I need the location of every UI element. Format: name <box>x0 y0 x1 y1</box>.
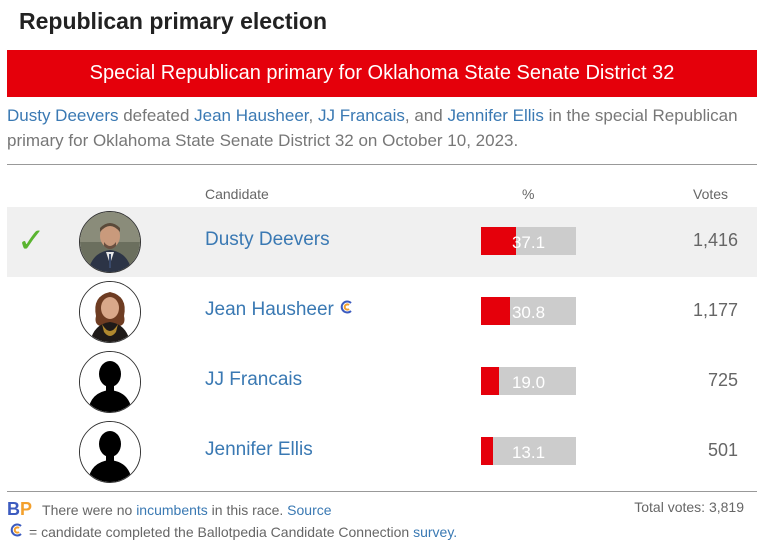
incumbent-note-post: in this race. <box>211 501 284 518</box>
incumbent-note: BP There were no incumbents in this race… <box>7 499 332 520</box>
column-header-candidate: Candidate <box>205 186 269 202</box>
summary-verb: defeated <box>123 106 190 125</box>
loser-link-1[interactable]: Jean Hausheer <box>194 106 309 125</box>
loser-link-3[interactable]: Jennifer Ellis <box>447 106 544 125</box>
silhouette-placeholder <box>80 422 140 482</box>
checkmark-icon: ✓ <box>17 222 46 260</box>
total-votes: Total votes: 3,819 <box>634 499 744 515</box>
winner-link[interactable]: Dusty Deevers <box>7 106 119 125</box>
page-title: Republican primary election <box>19 8 328 34</box>
candidate-name: Jean Hausheer <box>205 299 334 321</box>
percent-bar-fill <box>481 437 494 465</box>
race-title: Special Republican primary for Oklahoma … <box>89 62 675 84</box>
race-summary: Dusty Deevers defeated Jean Hausheer, JJ… <box>7 106 738 150</box>
candidate-connection-icon <box>9 522 25 541</box>
summary-conjunction: , and <box>404 106 443 125</box>
candidate-row: JJ Francais 19.0 725 <box>7 347 757 417</box>
candidate-row: ✓ Dusty Deevers 37.1 1,416 <box>7 207 757 277</box>
percent-bar-fill <box>481 367 500 395</box>
loser-link-2[interactable]: JJ Francais <box>317 106 405 125</box>
survey-link[interactable]: survey. <box>413 523 458 540</box>
dusty-deevers-photo <box>80 212 140 272</box>
summary-tail: in the special Republican primary for Ok… <box>7 106 738 150</box>
jean-hausheer-photo <box>80 282 140 342</box>
race-title-banner: Special Republican primary for Oklahoma … <box>7 50 757 97</box>
percent-bar: 37.1 <box>481 227 576 255</box>
percent-label: 13.1 <box>511 443 546 462</box>
divider <box>7 164 757 165</box>
avatar[interactable] <box>79 351 141 413</box>
percent-bar: 13.1 <box>481 437 576 465</box>
divider <box>7 491 757 492</box>
vote-count: 725 <box>707 370 738 390</box>
candidate-name-link[interactable]: JJ Francais <box>205 369 303 390</box>
percent-label: 30.8 <box>511 303 546 322</box>
vote-count: 501 <box>707 440 738 460</box>
percent-bar-fill <box>481 297 511 325</box>
percent-bar-fill <box>481 227 517 255</box>
avatar[interactable] <box>79 211 141 273</box>
silhouette-placeholder <box>80 352 140 412</box>
candidate-connection-note: = candidate completed the Ballotpedia Ca… <box>7 522 457 541</box>
candidate-row: Jennifer Ellis 13.1 501 <box>7 417 757 487</box>
incumbent-note-pre: There were no <box>42 501 133 518</box>
ballotpedia-logo: BP <box>7 499 33 519</box>
candidate-name-link[interactable]: Dusty Deevers <box>205 229 330 250</box>
candidate-row: Jean Hausheer 30.8 1,177 <box>7 277 757 347</box>
source-link[interactable]: Source <box>287 501 332 518</box>
percent-label: 37.1 <box>511 233 546 252</box>
percent-bar: 30.8 <box>481 297 576 325</box>
candidate-name-link[interactable]: Jean Hausheer <box>205 299 355 321</box>
avatar[interactable] <box>79 281 141 343</box>
percent-label: 19.0 <box>511 373 546 392</box>
column-header-votes: Votes <box>693 186 729 202</box>
vote-count: 1,416 <box>692 230 738 250</box>
percent-bar: 19.0 <box>481 367 576 395</box>
candidate-name-link[interactable]: Jennifer Ellis <box>205 439 313 460</box>
avatar[interactable] <box>79 421 141 483</box>
cc-note-text: = candidate completed the Ballotpedia Ca… <box>29 523 410 540</box>
incumbents-link[interactable]: incumbents <box>136 501 208 518</box>
vote-count: 1,177 <box>692 300 738 320</box>
candidate-connection-icon[interactable] <box>339 299 355 321</box>
column-header-percent: % <box>522 186 535 202</box>
